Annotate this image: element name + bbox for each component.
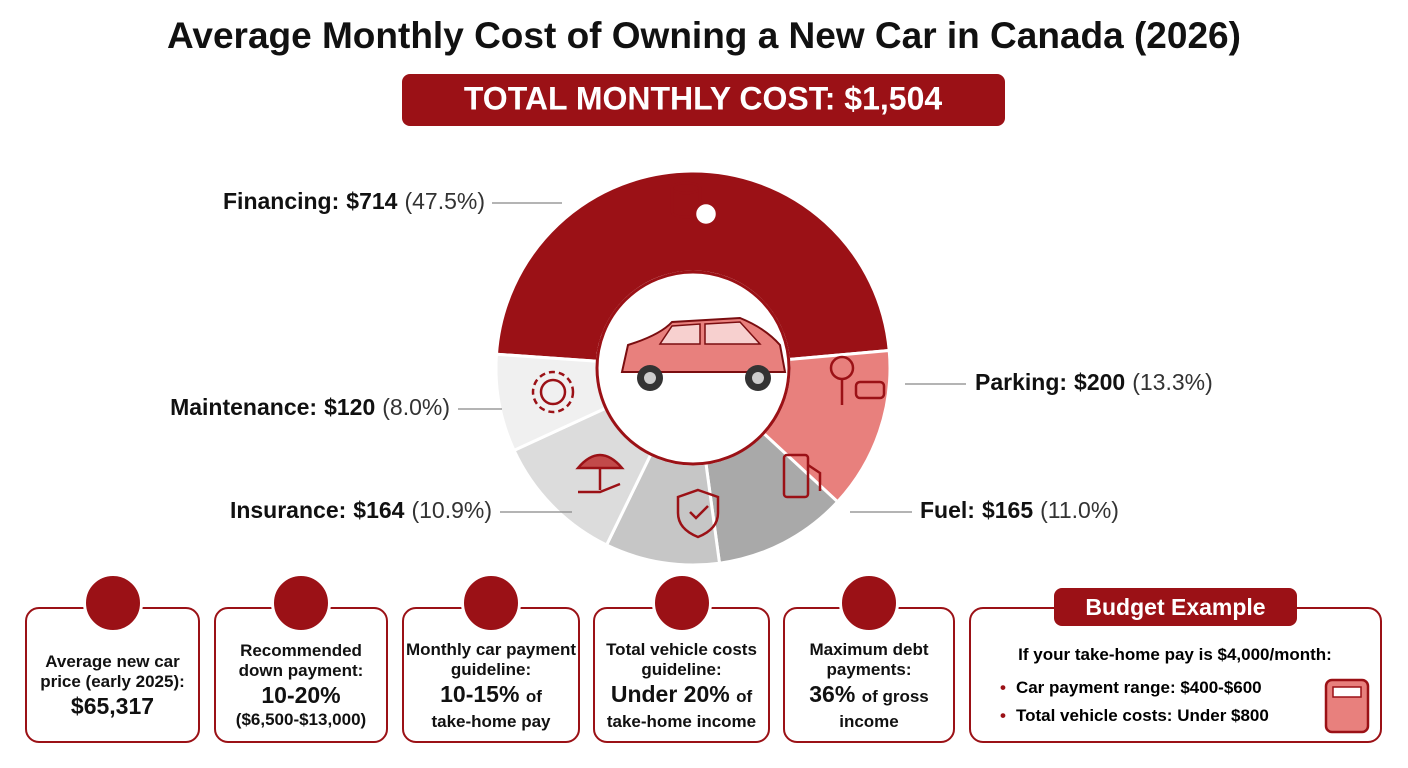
segment-label: Fuel: $165 (11.0%) [920, 497, 1119, 523]
card-highlight-line: Under 20% of [595, 680, 768, 711]
chart-title: Average Monthly Cost of Owning a New Car… [167, 15, 1241, 56]
card-highlight-line: 10-20% [216, 681, 386, 709]
card-highlight: 36% [809, 680, 856, 707]
card-suffix: of [525, 686, 542, 706]
card-icon [651, 573, 712, 633]
value-label: $165 [982, 497, 1033, 523]
card-icon [82, 573, 143, 633]
card-label: Maximum debt payments: [809, 639, 929, 679]
category-label: Insurance: [230, 497, 346, 523]
budget-intro: If your take-home pay is $4,000/month: [1018, 645, 1332, 664]
budget-item: Car payment range: $400-$600 [1000, 678, 1262, 698]
share-label: (8.0%) [382, 394, 450, 420]
card-label: Average new car price (early 2025): [40, 652, 185, 691]
share-label: (47.5%) [404, 188, 485, 214]
card-note: ($6,500-$13,000) [235, 710, 367, 729]
category-label: Financing: [223, 188, 339, 214]
card-label: Monthly car payment guideline: [405, 639, 577, 679]
segment-label: Maintenance: $120 (8.0%) [170, 394, 450, 420]
card-highlight: 10-15% [440, 680, 520, 707]
share-label: (10.9%) [411, 497, 492, 523]
card-highlight: $65,317 [70, 693, 155, 719]
value-label: $200 [1074, 369, 1125, 395]
share-label: (13.3%) [1132, 369, 1213, 395]
category-label: Fuel: [920, 497, 975, 523]
info-card: Recommended down payment: 10-20% ($6,500-$… [214, 607, 388, 743]
car-icon [620, 316, 787, 391]
segment-label: Insurance: $164 (10.9%) [230, 497, 492, 523]
card-note: take-home income [606, 711, 757, 731]
value-label: $120 [324, 394, 375, 420]
budget-title: Budget Example [1054, 588, 1297, 626]
card-highlight-line: 36% of gross [785, 680, 953, 711]
value-label: $164 [353, 497, 404, 523]
card-highlight-line: $65,317 [27, 692, 198, 720]
category-label: Parking: [975, 369, 1067, 395]
category-label: Maintenance: [170, 394, 317, 420]
card-note: take-home pay [431, 711, 551, 731]
chart-subtitle: TOTAL MONTHLY COST: $1,504 [464, 80, 943, 116]
card-highlight: Under 20% [610, 680, 730, 707]
info-card: Maximum debt payments: 36% of gross income [783, 607, 955, 743]
share-label: (11.0%) [1040, 497, 1119, 523]
card-icon [839, 573, 899, 633]
card-icon [271, 573, 331, 633]
card-suffix: of gross [861, 686, 929, 706]
card-suffix: of [736, 686, 753, 706]
card-icon [461, 573, 521, 633]
segment-icons [531, 181, 886, 539]
segment-label: Financing: $714 (47.5%) [223, 188, 485, 214]
card-label: Recommended down payment: [238, 641, 364, 680]
subtitle-box [402, 74, 1005, 126]
card-highlight-line: 10-15% of [404, 680, 578, 711]
value-label: $714 [346, 188, 397, 214]
budget-item: Total vehicle costs: Under $800 [1000, 706, 1269, 726]
segment-label: Parking: $200 (13.3%) [975, 369, 1213, 395]
card-highlight: 10-20% [261, 682, 341, 708]
card-note: income [839, 711, 899, 731]
card-label: Total vehicle costs guideline: [606, 639, 757, 679]
info-card: Monthly car payment guideline: 10-15% of t… [402, 607, 580, 743]
labels: Financing: $714 (47.5%) Parking: $200 (13.3%)… [170, 188, 1213, 523]
